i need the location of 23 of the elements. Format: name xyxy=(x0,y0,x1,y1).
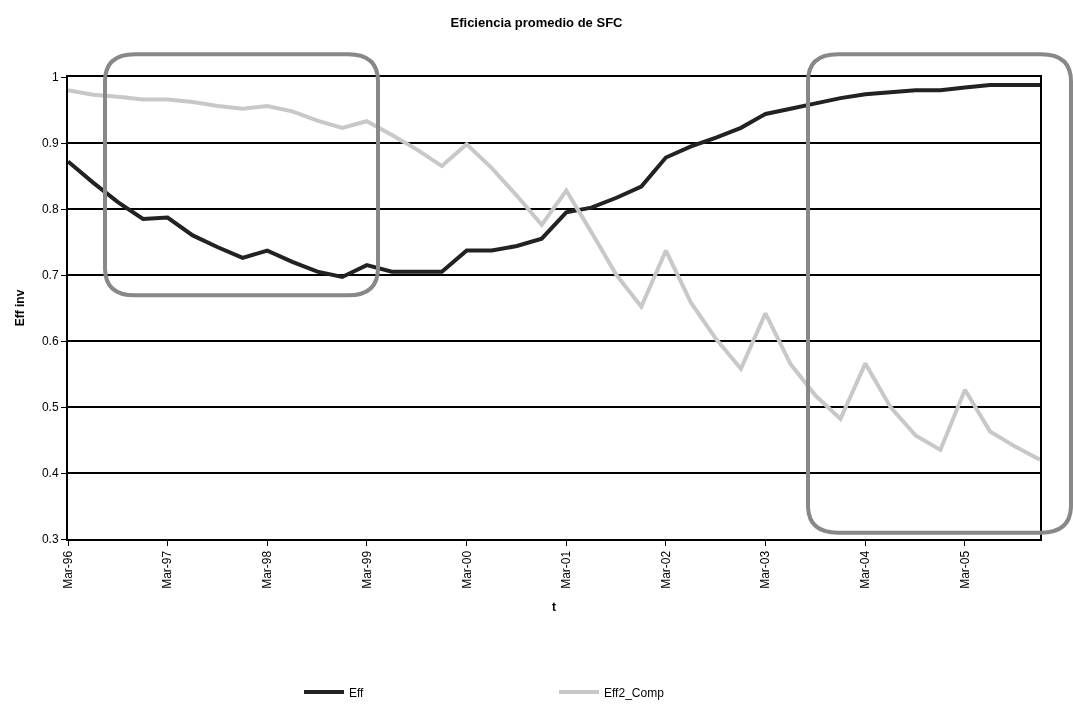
x-axis-title: t xyxy=(552,600,556,615)
x-tick-label: Mar-01 xyxy=(559,550,574,589)
x-tick-label: Mar-96 xyxy=(60,550,75,589)
y-tick-label: 0.8 xyxy=(41,202,59,217)
y-tick-label: 1 xyxy=(51,70,59,85)
y-tick-label: 0.5 xyxy=(41,400,59,415)
y-tick-label: 0.4 xyxy=(41,466,59,481)
x-tick-label: Mar-98 xyxy=(260,550,275,589)
x-tick-label: Mar-03 xyxy=(758,550,773,589)
x-tick-label: Mar-99 xyxy=(359,550,374,589)
x-tick-label: Mar-04 xyxy=(858,550,873,589)
legend-label: Eff xyxy=(349,685,365,700)
x-tick-label: Mar-00 xyxy=(459,550,474,589)
x-tick-label: Mar-05 xyxy=(957,550,972,589)
y-tick-label: 0.3 xyxy=(41,532,59,547)
y-axis-title: Eff inv xyxy=(12,289,27,327)
chart-title: Eficiencia promedio de SFC xyxy=(450,15,624,31)
y-tick-label: 0.7 xyxy=(41,268,59,283)
legend-label: Eff2_Comp xyxy=(604,685,665,700)
x-tick-label: Mar-02 xyxy=(658,550,673,589)
x-tick-label: Mar-97 xyxy=(160,550,175,589)
y-tick-label: 0.6 xyxy=(41,334,59,349)
y-tick-label: 0.9 xyxy=(41,136,59,151)
